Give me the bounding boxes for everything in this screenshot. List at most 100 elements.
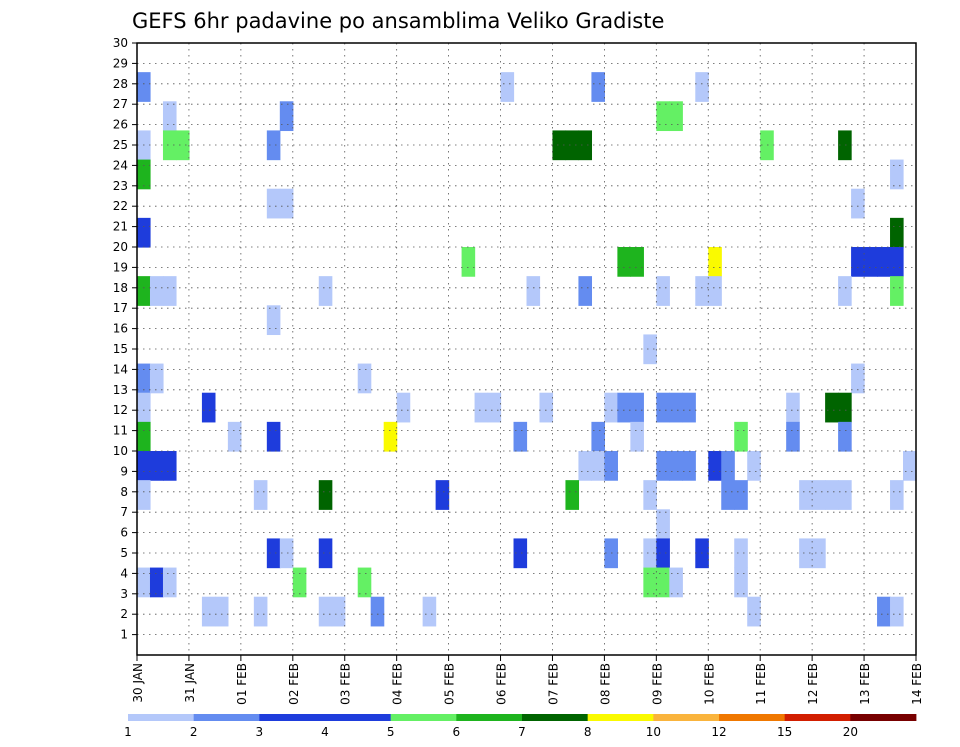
- heatmap-cell: [266, 188, 281, 219]
- y-tick-label: 7: [120, 505, 128, 519]
- x-tick-label: 03 FEB: [339, 663, 353, 705]
- heatmap-cell: [162, 567, 177, 598]
- heatmap-cell: [279, 538, 294, 569]
- colorbar-legend: 1 2 3 4 5 6 7 8 10 12 15 20: [124, 714, 917, 739]
- heatmap-cell: [513, 538, 528, 569]
- heatmap-cell: [201, 596, 216, 627]
- heatmap-cell: [137, 217, 151, 248]
- heatmap-cell: [162, 130, 177, 161]
- x-tick-label: 13 FEB: [858, 663, 872, 705]
- y-tick-label: 1: [120, 628, 128, 642]
- heatmap-cell: [578, 130, 593, 161]
- colorbar-label: 20: [843, 725, 858, 739]
- colorbar-segment: [653, 714, 720, 721]
- heatmap-cell: [682, 392, 696, 423]
- x-tick-label: 02 FEB: [287, 663, 301, 705]
- heatmap-cell: [396, 392, 411, 423]
- heatmap-cell: [253, 596, 268, 627]
- heatmap-cell: [721, 480, 735, 510]
- y-tick-label: 19: [113, 260, 128, 274]
- x-tick-label: 12 FEB: [806, 663, 820, 705]
- heatmap-cell: [747, 451, 761, 481]
- heatmap-cell: [137, 72, 151, 102]
- heatmap-cell: [266, 538, 281, 569]
- heatmap-cell: [799, 538, 813, 569]
- heatmap-cell: [656, 276, 670, 306]
- x-tick-label: 11 FEB: [754, 663, 768, 705]
- colorbar-label: 15: [777, 725, 792, 739]
- heatmap-cell: [890, 247, 904, 277]
- heatmap-cell: [812, 538, 826, 569]
- heatmap-cell: [708, 451, 722, 481]
- heatmap-cell: [591, 421, 605, 452]
- heatmap-cell: [383, 421, 398, 452]
- heatmap-cell: [214, 596, 229, 627]
- heatmap-cell: [838, 276, 852, 306]
- heatmap-cell: [318, 538, 333, 569]
- heatmap-cell: [656, 509, 670, 540]
- x-tick-label: 08 FEB: [598, 663, 612, 705]
- colorbar-segment: [390, 714, 457, 721]
- heatmap-cell: [812, 480, 826, 510]
- colorbar-label: 1: [124, 725, 132, 739]
- heatmap-cell: [877, 247, 891, 277]
- heatmap-cell: [890, 276, 904, 306]
- heatmap-cell: [318, 276, 333, 306]
- heatmap-cell: [825, 392, 839, 423]
- colorbar-segment: [193, 714, 260, 721]
- heatmap-cell: [435, 480, 450, 510]
- colorbar-segment: [325, 714, 392, 721]
- heatmap-cell: [656, 567, 670, 598]
- heatmap-cell: [695, 276, 709, 306]
- heatmap-cell: [656, 392, 670, 423]
- y-tick-label: 26: [113, 118, 128, 132]
- y-axis: 1234567891011121314151617181920212223242…: [113, 36, 137, 642]
- heatmap-cell: [604, 392, 618, 423]
- y-tick-label: 25: [113, 138, 128, 152]
- x-tick-label: 04 FEB: [391, 663, 405, 705]
- colorbar-label: 8: [584, 725, 592, 739]
- heatmap-cell: [903, 451, 917, 481]
- heatmap-cell: [149, 276, 164, 306]
- heatmap-cell: [604, 451, 618, 481]
- y-tick-label: 16: [113, 322, 128, 336]
- x-tick-label: 14 FEB: [910, 663, 924, 705]
- colorbar-label: 3: [256, 725, 264, 739]
- heatmap-cell: [253, 480, 268, 510]
- heatmap-cell: [669, 567, 683, 598]
- heatmap-cell: [656, 451, 670, 481]
- colorbar-label: 6: [453, 725, 461, 739]
- heatmap-cell: [162, 101, 177, 132]
- heatmap-cell: [279, 188, 294, 219]
- heatmap-cell: [617, 392, 631, 423]
- colorbar-segment: [128, 714, 195, 721]
- heatmap-cell: [851, 247, 865, 277]
- heatmap-cell: [643, 334, 657, 365]
- y-tick-label: 27: [113, 97, 128, 111]
- heatmap-cell: [137, 392, 151, 423]
- heatmap-cell: [682, 451, 696, 481]
- heatmap-cell: [656, 538, 670, 569]
- y-tick-label: 29: [113, 56, 128, 70]
- y-tick-label: 15: [113, 342, 128, 356]
- y-tick-label: 14: [113, 362, 128, 376]
- heatmap-cell: [890, 159, 904, 190]
- colorbar-segment: [587, 714, 654, 721]
- heatmap-cell: [799, 480, 813, 510]
- heatmap-cell: [734, 480, 748, 510]
- colorbar-label: 5: [387, 725, 395, 739]
- heatmap-cell: [149, 363, 164, 394]
- colorbar-segment: [784, 714, 851, 721]
- heatmap-cell: [734, 567, 748, 598]
- heatmap-cell: [591, 72, 605, 102]
- heatmap-cell: [500, 72, 515, 102]
- y-tick-label: 5: [120, 546, 128, 560]
- heatmap-cell: [137, 567, 151, 598]
- x-tick-label: 01 FEB: [235, 663, 249, 705]
- heatmap-cell: [877, 596, 891, 627]
- heatmap-cell: [175, 130, 190, 161]
- heatmap-cell: [137, 451, 151, 481]
- y-tick-label: 10: [113, 444, 128, 458]
- colorbar-label: 7: [518, 725, 526, 739]
- heatmap-cell: [695, 72, 709, 102]
